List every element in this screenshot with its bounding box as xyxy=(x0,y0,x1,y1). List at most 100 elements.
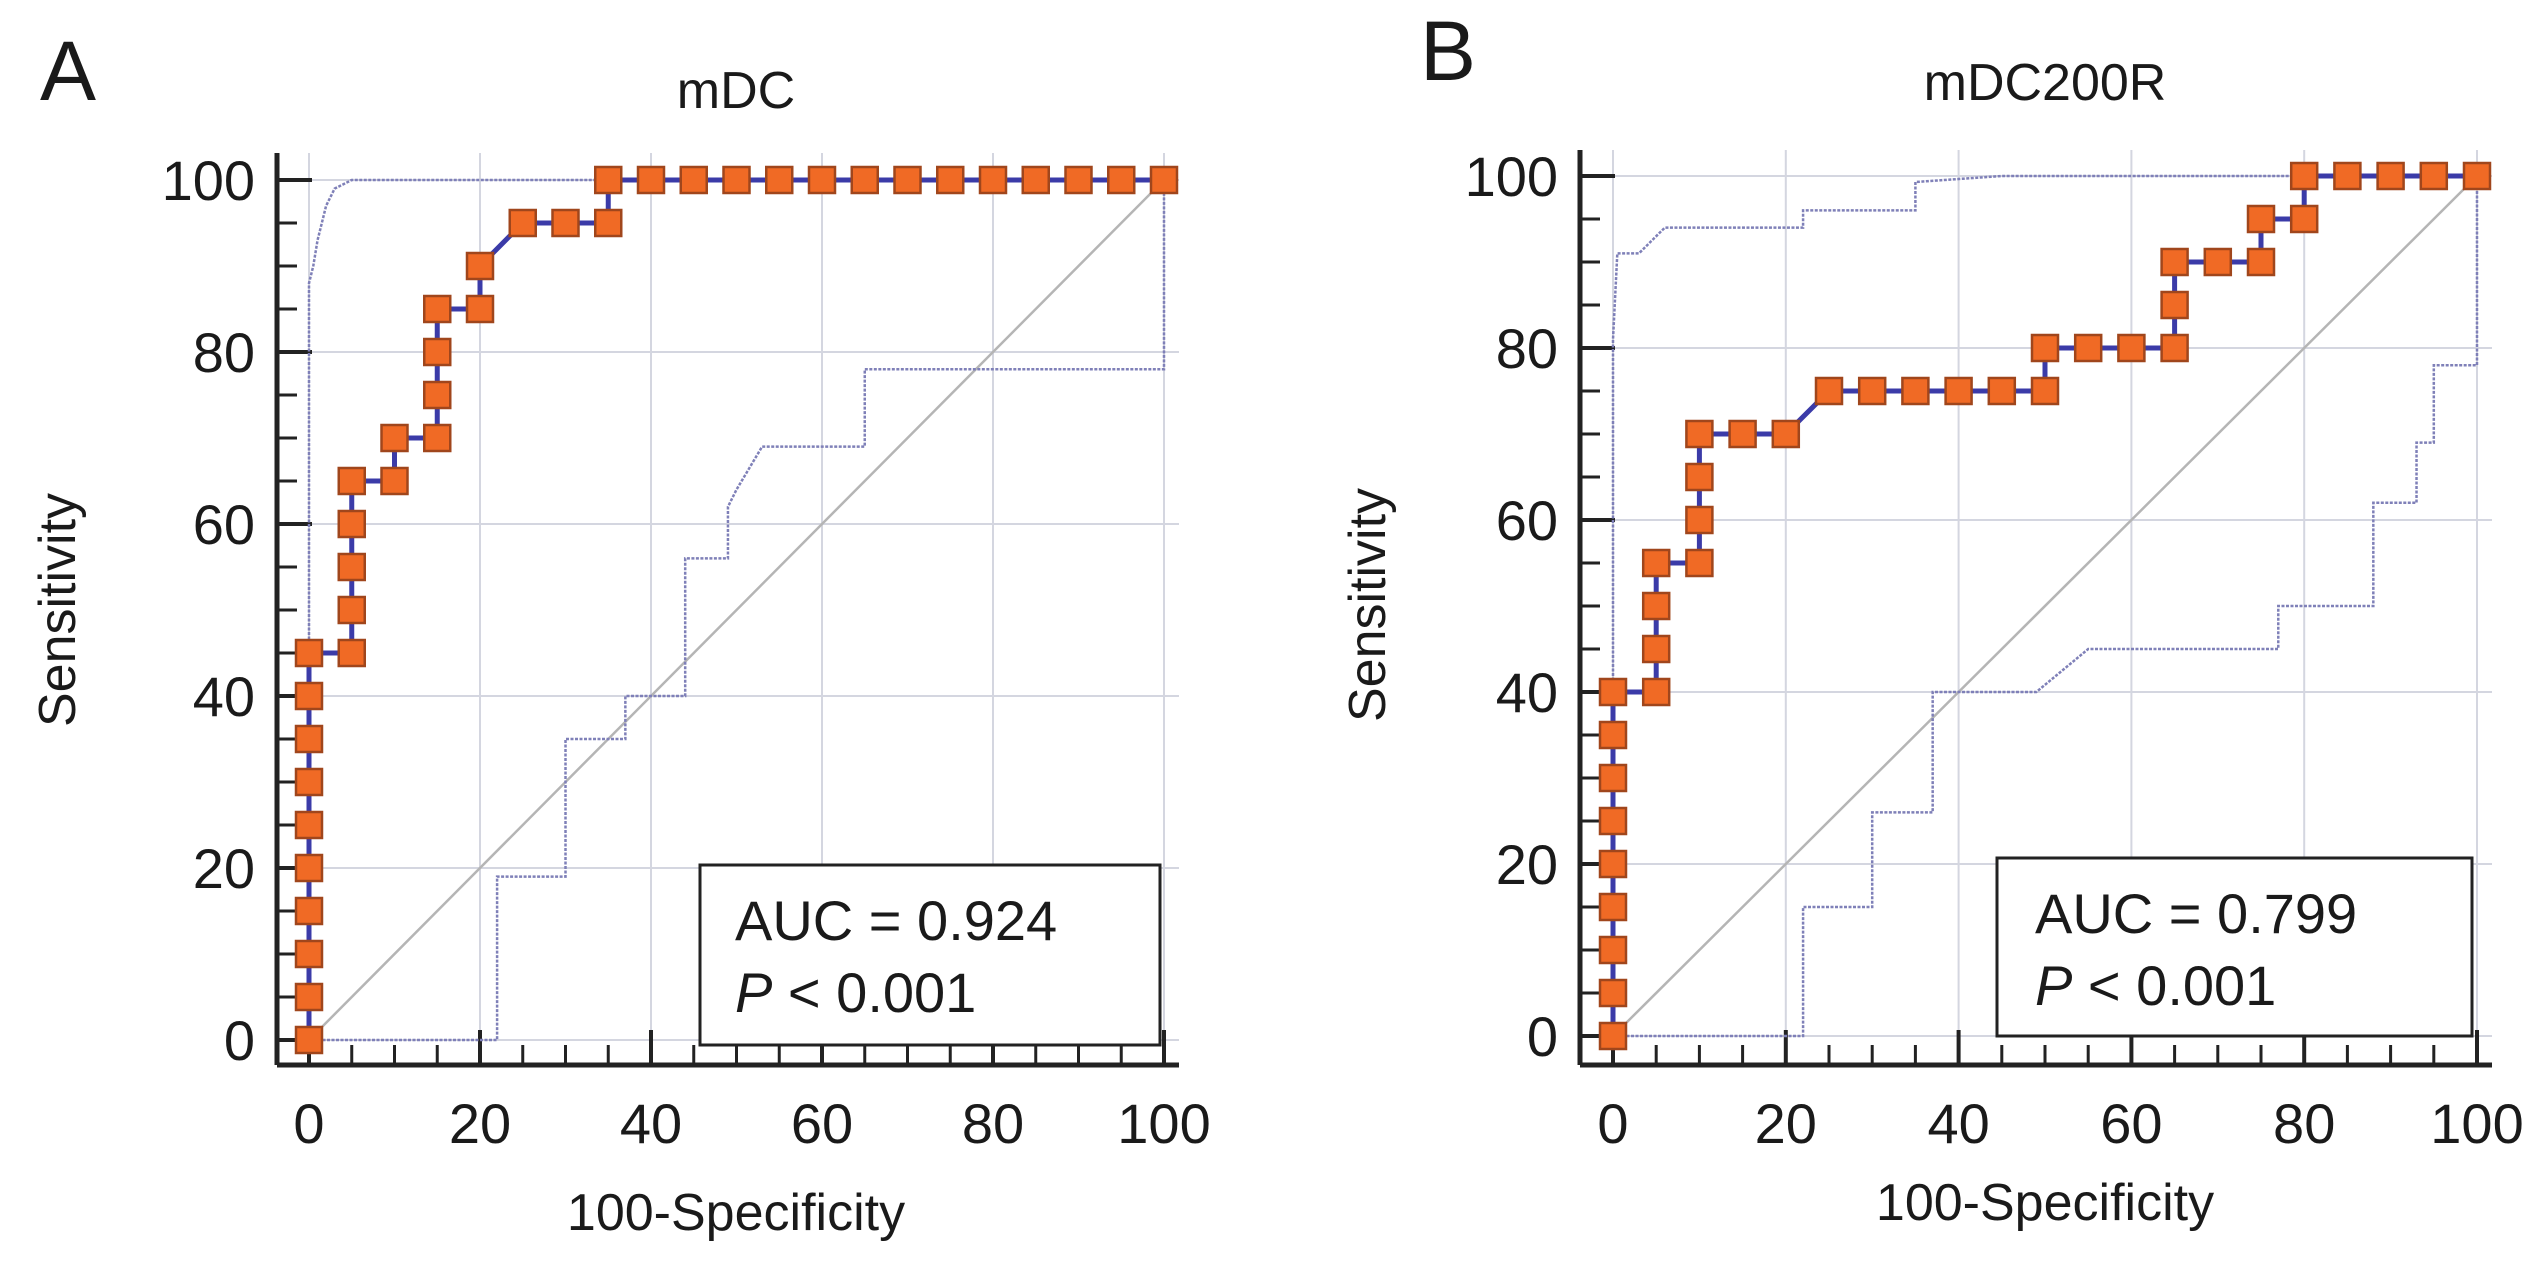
lower-ci-line xyxy=(309,180,1166,1042)
x-tick-label: 40 xyxy=(1927,1092,1989,1155)
panel-label: B xyxy=(1420,4,1476,98)
roc-point-marker xyxy=(2073,333,2103,363)
roc-point-marker xyxy=(2376,161,2405,191)
x-tick-label: 80 xyxy=(962,1092,1024,1155)
chart-title: mDC xyxy=(677,62,795,120)
y-tick-label: 20 xyxy=(1496,833,1558,896)
roc-point-marker xyxy=(1814,376,1844,406)
panel-label: A xyxy=(40,24,96,118)
p-rest: < 0.001 xyxy=(2072,954,2276,1017)
y-tick-label: 20 xyxy=(193,837,255,900)
y-tick-label: 60 xyxy=(193,493,255,556)
x-tick-label: 100 xyxy=(1117,1092,1210,1155)
roc-point-marker xyxy=(594,208,623,238)
y-tick-label: 40 xyxy=(1496,661,1558,724)
roc-point-marker xyxy=(294,767,324,797)
roc-point-marker xyxy=(1598,677,1628,707)
roc-point-marker xyxy=(1685,419,1714,449)
roc-point-marker xyxy=(2333,161,2362,191)
roc-point-marker xyxy=(1598,720,1628,750)
plot-area: 0 20 40 60 80 100 0 20 40 60 80 100 xyxy=(162,149,1211,1155)
roc-point-marker xyxy=(2203,247,2233,277)
roc-point-marker xyxy=(1641,591,1671,621)
roc-point-marker xyxy=(1598,1021,1628,1051)
roc-point-marker xyxy=(1641,548,1671,578)
roc-point-marker xyxy=(2030,333,2060,363)
roc-point-marker xyxy=(1149,165,1179,195)
roc-point-marker xyxy=(1598,978,1628,1008)
roc-point-marker xyxy=(765,165,794,195)
roc-point-marker xyxy=(337,509,366,539)
p-label: P xyxy=(2035,954,2072,1017)
auc-text: AUC = 0.799 xyxy=(2035,882,2357,945)
roc-point-marker xyxy=(2246,204,2276,234)
x-tick-label: 20 xyxy=(449,1092,511,1155)
lower-ci-line xyxy=(1613,176,2479,1038)
roc-point-marker xyxy=(1901,376,1930,406)
roc-point-marker xyxy=(294,681,324,711)
roc-point-marker xyxy=(294,853,324,883)
roc-point-marker xyxy=(807,165,837,195)
p-label: P xyxy=(735,961,772,1024)
x-axis-label: 100-Specificity xyxy=(1876,1174,2214,1232)
x-tick-label: 60 xyxy=(791,1092,853,1155)
roc-point-marker xyxy=(850,165,879,195)
legend-box: AUC = 0.924 P < 0.001 xyxy=(698,863,1162,1047)
roc-point-marker xyxy=(294,724,324,754)
roc-point-marker xyxy=(1107,165,1136,195)
roc-point-marker xyxy=(508,208,537,238)
x-axis-label: 100-Specificity xyxy=(567,1184,905,1242)
x-tick-label: 0 xyxy=(293,1092,324,1155)
roc-point-marker xyxy=(2419,161,2449,191)
roc-curve-line xyxy=(1610,173,2477,1036)
upper-ci-line xyxy=(307,178,1164,1040)
y-tick-label: 80 xyxy=(193,321,255,384)
roc-point-marker xyxy=(1857,376,1887,406)
roc-point-marker xyxy=(294,1025,324,1055)
roc-point-marker xyxy=(2160,247,2189,277)
roc-point-marker xyxy=(594,165,623,195)
p-value-text: P < 0.001 xyxy=(735,961,976,1024)
y-tick-label: 0 xyxy=(1527,1005,1558,1068)
roc-point-marker xyxy=(1598,763,1628,793)
roc-point-marker xyxy=(679,165,708,195)
roc-point-marker xyxy=(2289,204,2319,234)
roc-point-marker xyxy=(294,939,324,969)
roc-point-marker xyxy=(423,337,452,367)
upper-ci-line xyxy=(1611,174,2477,1036)
y-tick-label: 0 xyxy=(224,1009,255,1072)
roc-point-marker xyxy=(1641,634,1671,664)
x-tick-label: 40 xyxy=(620,1092,682,1155)
y-tick-label: 100 xyxy=(162,149,255,212)
legend-box: AUC = 0.799 P < 0.001 xyxy=(1995,856,2474,1038)
roc-point-marker xyxy=(1944,376,1973,406)
roc-point-marker xyxy=(1987,376,2017,406)
roc-point-marker xyxy=(423,294,452,324)
x-tick-label: 80 xyxy=(2273,1092,2335,1155)
auc-text: AUC = 0.924 xyxy=(735,889,1057,952)
reference-diagonal-line xyxy=(1612,175,2478,1037)
roc-point-marker xyxy=(1598,849,1628,879)
roc-point-marker xyxy=(337,595,366,625)
p-value-text: P < 0.001 xyxy=(2035,954,2276,1017)
roc-point-marker xyxy=(1598,935,1628,965)
roc-point-marker xyxy=(1685,548,1714,578)
y-tick-label: 100 xyxy=(1465,145,1558,208)
roc-point-marker xyxy=(465,294,495,324)
x-tick-label: 60 xyxy=(2100,1092,2162,1155)
roc-point-marker xyxy=(2462,161,2492,191)
x-tick-label: 20 xyxy=(1755,1092,1817,1155)
roc-point-marker xyxy=(1021,165,1050,195)
roc-point-marker xyxy=(2030,376,2060,406)
roc-point-marker xyxy=(337,638,366,668)
roc-point-marker xyxy=(423,380,452,410)
roc-point-marker xyxy=(294,982,324,1012)
roc-point-marker xyxy=(380,466,409,496)
roc-point-marker xyxy=(1685,505,1714,535)
roc-point-marker xyxy=(294,638,324,668)
roc-point-marker xyxy=(1064,165,1093,195)
roc-point-marker xyxy=(1685,462,1714,492)
roc-point-marker xyxy=(978,165,1008,195)
roc-point-marker xyxy=(294,896,324,926)
